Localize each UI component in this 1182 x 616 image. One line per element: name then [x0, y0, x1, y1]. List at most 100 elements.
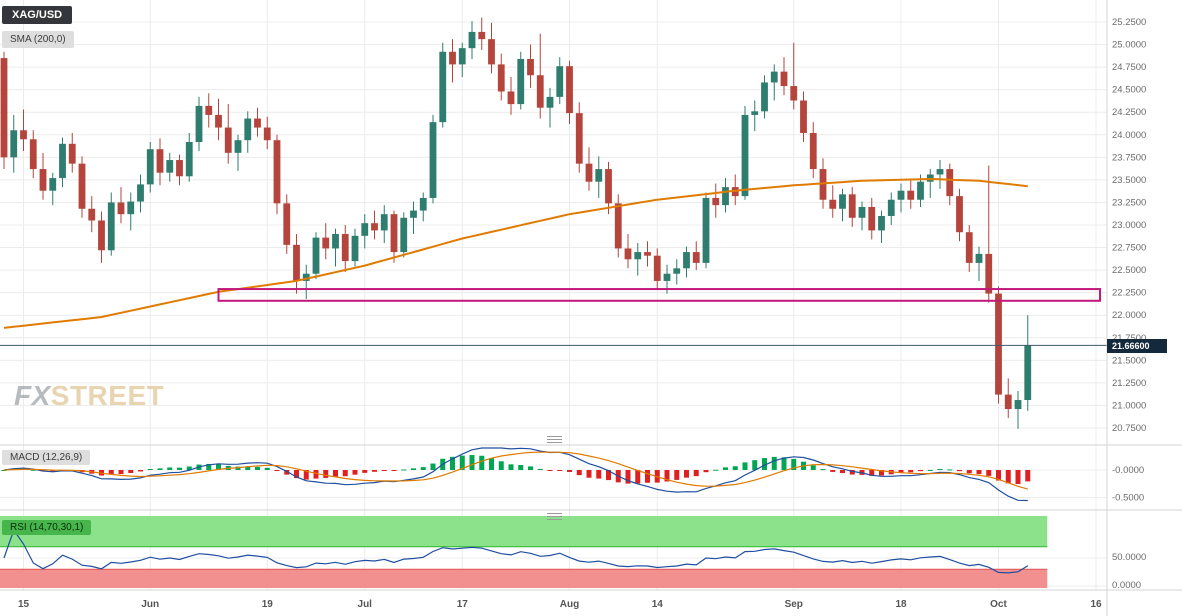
rsi-indicator-badge: RSI (14,70,30,1): [2, 520, 92, 535]
svg-text:Jun: Jun: [141, 599, 159, 610]
svg-text:15: 15: [18, 599, 30, 610]
candle: [985, 165, 993, 303]
rsi-line: [3, 528, 1029, 574]
candle: [1024, 315, 1032, 411]
svg-text:22.0000: 22.0000: [1112, 310, 1146, 321]
candle: [585, 147, 593, 191]
candle: [390, 210, 398, 263]
svg-text:22.7500: 22.7500: [1112, 243, 1146, 254]
candle: [312, 232, 320, 280]
candle: [800, 91, 807, 142]
candle: [341, 225, 349, 272]
svg-text:24.5000: 24.5000: [1112, 85, 1146, 96]
candle: [878, 210, 885, 244]
time-axis-labels: 15 Jun 19 Jul 17 Aug 14 Sep 18 Oct 16: [18, 599, 1102, 610]
candle: [634, 243, 642, 276]
svg-text:21.0000: 21.0000: [1112, 400, 1146, 411]
candle: [20, 109, 27, 152]
candle: [926, 169, 934, 198]
candle: [761, 75, 768, 119]
candle: [449, 39, 456, 83]
candle-series: [0, 17, 1032, 429]
svg-text:25.0000: 25.0000: [1112, 40, 1146, 51]
rsi-axis-label: 50.0000: [1112, 552, 1146, 563]
candle: [614, 194, 622, 258]
candle: [195, 96, 203, 152]
candle: [263, 116, 271, 150]
price-axis-labels: 25.2500 25.0000 24.7500 24.5000 24.2500 24.00…: [1112, 17, 1146, 591]
current-price-badge: 21.66600: [1107, 339, 1167, 353]
candle: [478, 17, 486, 50]
svg-text:14: 14: [652, 599, 664, 610]
candle: [546, 87, 554, 128]
svg-text:Sep: Sep: [785, 599, 803, 610]
candle: [829, 185, 837, 218]
macd-indicator-badge: MACD (12,26,9): [2, 450, 91, 465]
candle: [848, 187, 856, 227]
macd-axis-label: -0.0000: [1112, 465, 1144, 476]
candle: [683, 246, 690, 278]
grid-lines: [0, 0, 1107, 590]
candle: [536, 33, 544, 119]
candle: [858, 201, 866, 231]
svg-text:Jul: Jul: [358, 599, 373, 610]
svg-text:Oct: Oct: [990, 599, 1007, 610]
candle: [59, 137, 66, 188]
candle: [790, 42, 798, 110]
candle: [975, 246, 983, 281]
candle: [127, 192, 135, 231]
svg-text:17: 17: [457, 599, 469, 610]
macd-line: [3, 447, 1028, 502]
candle: [29, 130, 37, 179]
svg-text:22.2500: 22.2500: [1112, 288, 1146, 299]
svg-text:18: 18: [895, 599, 907, 610]
candle: [302, 264, 310, 299]
candle: [653, 248, 661, 290]
panel-resize-handle-icon[interactable]: [547, 436, 562, 443]
candle: [185, 132, 193, 182]
candle: [712, 183, 720, 218]
candle: [868, 197, 876, 240]
sma-200-line: [3, 177, 1028, 329]
candle: [224, 104, 232, 164]
candle: [49, 172, 57, 206]
sma-indicator-badge: SMA (200,0): [2, 31, 74, 48]
candle: [751, 100, 759, 132]
candle: [839, 188, 846, 222]
candle: [517, 51, 525, 110]
candle: [566, 60, 573, 124]
candle: [692, 241, 700, 271]
candle: [137, 174, 144, 213]
candle: [234, 134, 242, 171]
macd-signal-line: [3, 451, 1028, 490]
instrument-badge: XAG/USD: [2, 6, 73, 24]
candle: [605, 161, 612, 215]
candle: [166, 152, 174, 182]
svg-text:24.0000: 24.0000: [1112, 130, 1146, 141]
candle: [400, 212, 408, 258]
candle: [575, 102, 583, 173]
candle: [10, 114, 18, 173]
candle: [595, 156, 603, 198]
candle: [419, 192, 427, 222]
candle: [946, 163, 954, 206]
candle: [0, 51, 8, 170]
candle: [956, 188, 963, 242]
candle: [702, 192, 710, 269]
candle: [429, 114, 437, 204]
resistance-zone: [217, 288, 1101, 302]
svg-text:19: 19: [262, 599, 274, 610]
svg-text:23.5000: 23.5000: [1112, 175, 1146, 186]
candle: [380, 205, 388, 244]
candle: [361, 214, 369, 249]
candle: [439, 42, 447, 128]
macd-axis-label: -0.5000: [1112, 493, 1144, 504]
candle: [497, 53, 505, 101]
candle: [644, 241, 651, 267]
svg-text:Aug: Aug: [560, 599, 579, 610]
panel-resize-handle-icon[interactable]: [547, 513, 562, 520]
candle: [488, 22, 495, 74]
candle: [897, 183, 905, 213]
